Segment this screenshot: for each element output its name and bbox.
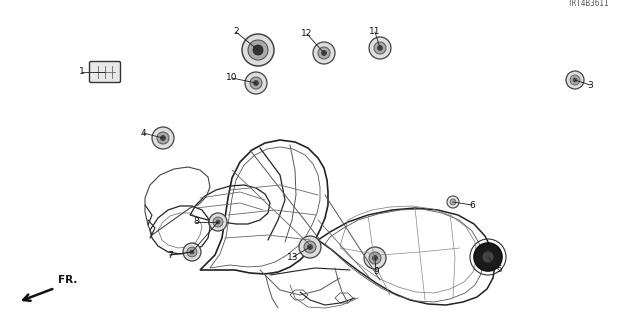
Text: 7: 7 [167,251,173,260]
Text: 9: 9 [373,268,379,276]
Text: 5: 5 [496,266,502,275]
Circle shape [209,213,227,231]
Circle shape [253,45,263,55]
Text: FR.: FR. [58,275,77,285]
Text: 6: 6 [469,201,475,210]
Text: 10: 10 [227,74,237,83]
Circle shape [250,77,262,89]
Circle shape [216,220,220,224]
Text: 2: 2 [233,28,239,36]
Text: 8: 8 [193,218,199,227]
Circle shape [372,255,378,260]
Circle shape [450,199,456,205]
Text: 11: 11 [369,28,381,36]
Circle shape [157,132,169,144]
Circle shape [566,71,584,89]
Circle shape [299,236,321,258]
Circle shape [152,127,174,149]
Circle shape [369,252,381,264]
Text: 13: 13 [287,252,299,261]
Circle shape [378,45,383,51]
Circle shape [364,247,386,269]
FancyBboxPatch shape [90,61,120,83]
Circle shape [447,196,459,208]
Circle shape [482,251,494,263]
Circle shape [187,247,197,257]
Circle shape [253,81,259,85]
Circle shape [474,243,502,271]
Circle shape [374,42,386,54]
Circle shape [573,78,577,82]
Text: TRT4B3611: TRT4B3611 [568,0,610,8]
Circle shape [183,243,201,261]
Circle shape [313,42,335,64]
Circle shape [161,135,166,140]
Circle shape [318,47,330,59]
Circle shape [248,40,268,60]
Text: 4: 4 [140,129,146,138]
Circle shape [213,217,223,227]
Circle shape [570,75,580,85]
Text: 12: 12 [301,29,313,38]
Circle shape [304,241,316,253]
Circle shape [321,51,326,55]
Circle shape [369,37,391,59]
Circle shape [245,72,267,94]
Text: 3: 3 [587,81,593,90]
Circle shape [242,34,274,66]
Circle shape [190,250,194,254]
Circle shape [307,244,312,250]
Text: 1: 1 [79,68,85,76]
